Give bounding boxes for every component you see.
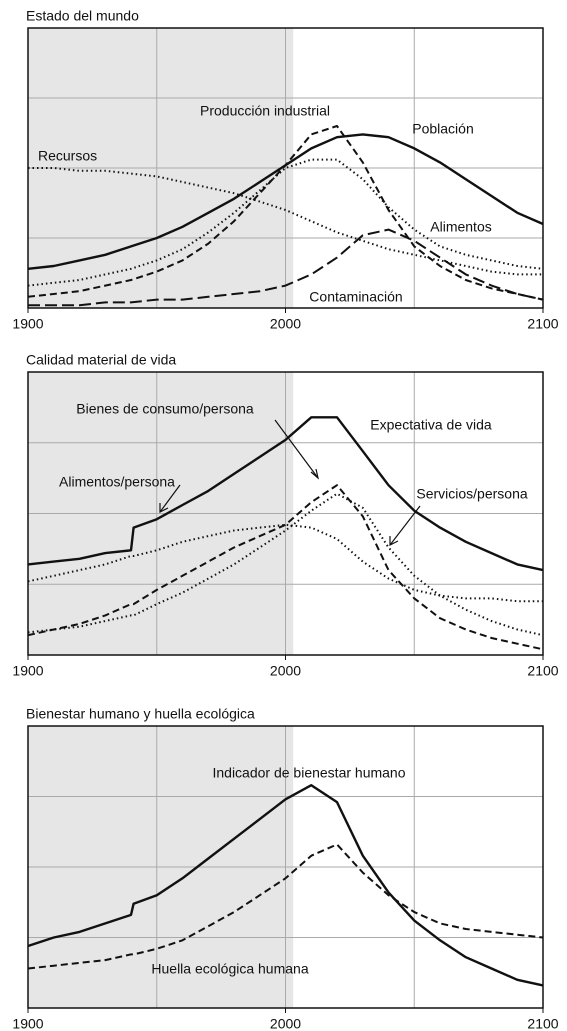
series-label: Contaminación — [309, 289, 402, 305]
x-tick-label: 2000 — [270, 316, 301, 332]
series-label: Servicios/persona — [416, 486, 527, 502]
chart-title: Calidad material de vida — [26, 352, 176, 368]
series-label: Alimentos — [430, 219, 491, 235]
line-series — [27, 523, 543, 603]
chart-title: Estado del mundo — [26, 8, 139, 24]
arrows — [159, 419, 421, 546]
x-tick-label: 2000 — [270, 663, 301, 679]
x-tick-label: 1900 — [12, 1016, 43, 1031]
series-label: Expectativa de vida — [370, 417, 492, 433]
arrow — [159, 484, 181, 513]
arrow — [389, 505, 421, 546]
x-tick-label: 2000 — [270, 1016, 301, 1031]
x-tick-label: 2100 — [527, 663, 558, 679]
arrow-head — [159, 503, 169, 513]
series-label: Población — [412, 121, 474, 137]
line-series — [27, 843, 544, 970]
x-tick-label: 1900 — [12, 316, 43, 332]
series-label: Bienes de consumo/persona — [76, 401, 254, 417]
series-label: Producción industrial — [200, 103, 330, 119]
series-label: Indicador de bienestar humano — [212, 765, 405, 781]
chart-title: Bienestar humano y huella ecológica — [26, 706, 255, 722]
line-series — [27, 125, 544, 301]
series-label: Alimentos/persona — [59, 474, 175, 490]
series-label: Recursos — [38, 148, 97, 164]
line-series — [27, 784, 544, 987]
line-series — [28, 228, 544, 307]
line-series — [27, 416, 544, 572]
arrow-head — [389, 536, 399, 546]
line-series — [27, 484, 544, 651]
plot-frame — [27, 27, 544, 309]
plot-frame — [27, 371, 544, 656]
line-series — [27, 158, 544, 287]
x-tick-label: 1900 — [12, 663, 43, 679]
series-label: Huella ecológica humana — [151, 961, 308, 977]
arrow — [274, 419, 319, 479]
x-tick-label: 2100 — [527, 316, 558, 332]
line-series — [27, 492, 544, 637]
line-series — [28, 167, 543, 276]
x-tick-label: 2100 — [527, 1016, 558, 1031]
arrow-head — [310, 468, 319, 480]
plot-frame — [27, 725, 544, 1009]
